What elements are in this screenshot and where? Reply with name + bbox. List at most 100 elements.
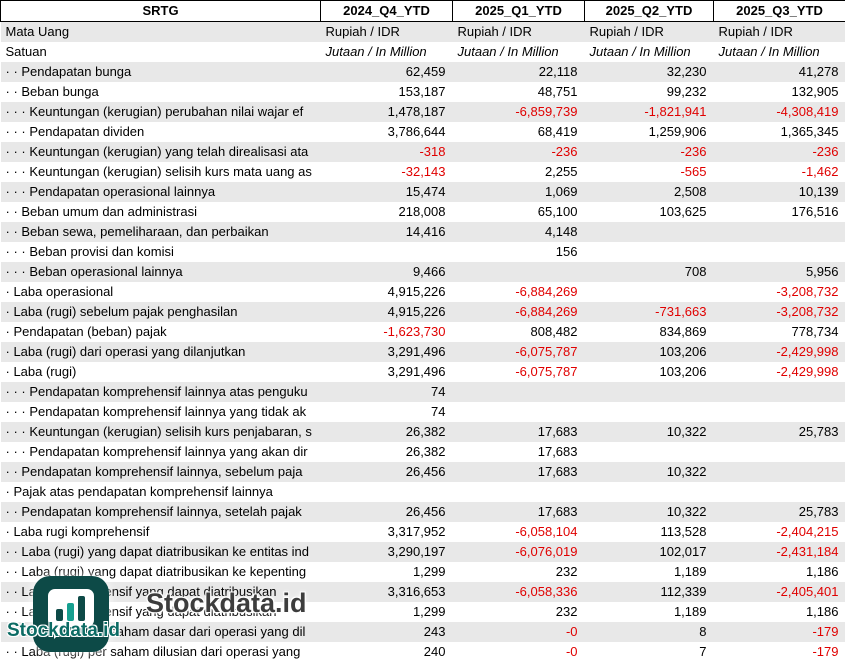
value-cell: 99,232 (585, 82, 714, 102)
unit-cell: Rupiah / IDR (321, 22, 453, 43)
value-cell: -6,075,787 (453, 342, 585, 362)
value-cell: 22,118 (453, 62, 585, 82)
value-cell: -0 (453, 622, 585, 642)
value-cell: 14,416 (321, 222, 453, 242)
value-cell: 153,187 (321, 82, 453, 102)
table-row: · · Laba komprehensif yang dapat diatrib… (1, 602, 845, 622)
value-cell: 1,186 (714, 562, 845, 582)
value-cell: -1,821,941 (585, 102, 714, 122)
value-cell: 3,786,644 (321, 122, 453, 142)
value-cell: 3,316,653 (321, 582, 453, 602)
value-cell: 17,683 (453, 442, 585, 462)
value-cell: -2,429,998 (714, 362, 845, 382)
value-cell (714, 382, 845, 402)
value-cell: 25,783 (714, 502, 845, 522)
table-row: · · Beban sewa, pemeliharaan, dan perbai… (1, 222, 845, 242)
row-label: · Laba operasional (1, 282, 321, 302)
row-label: · · Laba (rugi) per saham dasar dari ope… (1, 622, 321, 642)
value-cell: 112,339 (585, 582, 714, 602)
value-cell (453, 382, 585, 402)
value-cell: -2,431,184 (714, 542, 845, 562)
value-cell: -318 (321, 142, 453, 162)
value-cell: 15,474 (321, 182, 453, 202)
row-label: · · Pendapatan komprehensif lainnya, set… (1, 502, 321, 522)
row-label: · · · Pendapatan komprehensif lainnya ya… (1, 442, 321, 462)
value-cell: -2,405,401 (714, 582, 845, 602)
value-cell: 1,478,187 (321, 102, 453, 122)
row-label: · Pendapatan (beban) pajak (1, 322, 321, 342)
value-cell: 17,683 (453, 502, 585, 522)
value-cell (453, 262, 585, 282)
table-row: · · Laba (rugi) per saham dilusian dari … (1, 642, 845, 662)
period-header-q1-2025: 2025_Q1_YTD (453, 1, 585, 22)
value-cell: 62,459 (321, 62, 453, 82)
value-cell: -1,462 (714, 162, 845, 182)
value-cell: 41,278 (714, 62, 845, 82)
value-cell (714, 482, 845, 502)
unit-cell: Jutaan / In Million (585, 42, 714, 62)
value-cell: -179 (714, 642, 845, 662)
value-cell: 176,516 (714, 202, 845, 222)
value-cell: -3,208,732 (714, 302, 845, 322)
value-cell: 1,186 (714, 602, 845, 622)
table-row: · Laba (rugi) dari operasi yang dilanjut… (1, 342, 845, 362)
value-cell: 74 (321, 402, 453, 422)
header-row: SRTG 2024_Q4_YTD 2025_Q1_YTD 2025_Q2_YTD… (1, 1, 845, 22)
unit-cell: Rupiah / IDR (714, 22, 845, 43)
row-label: Mata Uang (1, 22, 321, 43)
value-cell (585, 222, 714, 242)
row-label: · · · Pendapatan komprehensif lainnya at… (1, 382, 321, 402)
value-cell: 32,230 (585, 62, 714, 82)
value-cell: -179 (714, 622, 845, 642)
value-cell: -6,884,269 (453, 302, 585, 322)
value-cell: -6,075,787 (453, 362, 585, 382)
value-cell (714, 242, 845, 262)
value-cell: 4,915,226 (321, 282, 453, 302)
value-cell: 4,915,226 (321, 302, 453, 322)
table-row: · · Pendapatan komprehensif lainnya, seb… (1, 462, 845, 482)
row-label: · · Laba (rugi) yang dapat diatribusikan… (1, 542, 321, 562)
table-row: · · · Pendapatan komprehensif lainnya at… (1, 382, 845, 402)
value-cell: 1,189 (585, 602, 714, 622)
value-cell: 240 (321, 642, 453, 662)
value-cell: 243 (321, 622, 453, 642)
value-cell: 708 (585, 262, 714, 282)
value-cell: 103,206 (585, 342, 714, 362)
table-row: · · Laba (rugi) yang dapat diatribusikan… (1, 562, 845, 582)
value-cell (714, 222, 845, 242)
value-cell: 26,382 (321, 422, 453, 442)
value-cell (585, 482, 714, 502)
row-label: · · Laba komprehensif yang dapat diatrib… (1, 582, 321, 602)
value-cell: 48,751 (453, 82, 585, 102)
row-label: · · · Pendapatan komprehensif lainnya ya… (1, 402, 321, 422)
period-header-q3-2025: 2025_Q3_YTD (714, 1, 845, 22)
value-cell: 1,299 (321, 602, 453, 622)
value-cell: 10,139 (714, 182, 845, 202)
row-label: · · · Keuntungan (kerugian) selisih kurs… (1, 162, 321, 182)
value-cell (453, 402, 585, 422)
value-cell: 26,456 (321, 502, 453, 522)
value-cell: 8 (585, 622, 714, 642)
value-cell: 68,419 (453, 122, 585, 142)
value-cell: -6,058,336 (453, 582, 585, 602)
value-cell: 3,290,197 (321, 542, 453, 562)
table-row: · · Pendapatan komprehensif lainnya, set… (1, 502, 845, 522)
value-cell: 156 (453, 242, 585, 262)
period-header-q4-2024: 2024_Q4_YTD (321, 1, 453, 22)
unit-cell: Rupiah / IDR (453, 22, 585, 43)
value-cell (585, 442, 714, 462)
table-row: · · · Keuntungan (kerugian) selisih kurs… (1, 422, 845, 442)
value-cell: -6,076,019 (453, 542, 585, 562)
unit-cell: Jutaan / In Million (321, 42, 453, 62)
value-cell (714, 442, 845, 462)
row-label: · · Laba (rugi) per saham dilusian dari … (1, 642, 321, 662)
